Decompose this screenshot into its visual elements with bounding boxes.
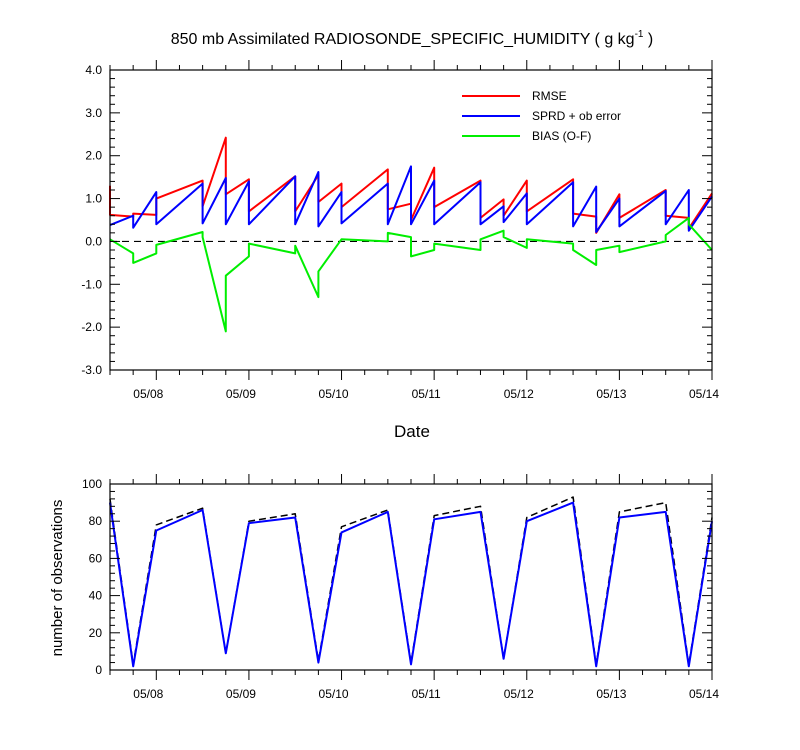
series-line-series-2 [109, 501, 713, 668]
y-tick-label: 0.0 [85, 234, 102, 248]
x-tick-label: 05/10 [319, 687, 349, 701]
bottom-y-tick-labels: 0 20 40 60 80 100 [82, 477, 102, 677]
x-tick-label: 05/12 [504, 387, 534, 401]
legend-label: SPRD + ob error [532, 109, 621, 123]
chart-title: 850 mb Assimilated RADIOSONDE_SPECIFIC_H… [171, 29, 654, 48]
y-tick-label: 0 [95, 663, 102, 677]
y-tick-label: 40 [89, 589, 103, 603]
x-tick-label: 05/10 [319, 387, 349, 401]
bottom-plot-frame [109, 483, 713, 671]
chart-title-main: 850 mb Assimilated RADIOSONDE_SPECIFIC_H… [171, 31, 635, 48]
series-line-series-1 [109, 496, 713, 666]
x-tick-label: 05/14 [689, 687, 719, 701]
x-tick-label: 05/13 [596, 687, 626, 701]
chart-title-exponent: -1 [635, 29, 644, 40]
bottom-ticks [109, 474, 713, 680]
y-tick-label: 60 [89, 551, 103, 565]
x-tick-label: 05/11 [412, 387, 441, 401]
y-tick-label: -1.0 [81, 277, 102, 291]
legend: RMSE SPRD + ob error BIAS (O-F) [462, 89, 621, 143]
y-tick-label: 100 [82, 477, 102, 491]
x-tick-label: 05/11 [412, 687, 441, 701]
x-tick-label: 05/09 [226, 387, 256, 401]
y-tick-label: 3.0 [85, 106, 102, 120]
x-tick-label: 05/14 [689, 387, 719, 401]
x-tick-label: 05/12 [504, 687, 534, 701]
y-tick-label: 2.0 [85, 149, 102, 163]
series-line-bias-o-f [109, 216, 713, 333]
y-tick-label: 80 [89, 514, 103, 528]
legend-label: RMSE [532, 89, 567, 103]
top-ticks [109, 60, 713, 380]
x-tick-label: 05/09 [226, 687, 256, 701]
series-line-sprd-ob-error [109, 165, 713, 233]
legend-label: BIAS (O-F) [532, 129, 591, 143]
bottom-x-tick-labels: 05/08 05/09 05/10 05/11 05/12 05/13 05/14 [133, 687, 719, 701]
y-tick-label: 20 [89, 626, 103, 640]
x-axis-title: Date [394, 422, 430, 441]
x-tick-label: 05/08 [133, 387, 163, 401]
x-tick-label: 05/13 [596, 387, 626, 401]
chart-title-suffix: ) [643, 31, 653, 48]
top-plot-frame [109, 69, 713, 371]
top-y-tick-labels: -3.0 -2.0 -1.0 0.0 1.0 2.0 3.0 4.0 [81, 63, 102, 377]
x-tick-label: 05/08 [133, 687, 163, 701]
bottom-series-group [109, 496, 713, 668]
y-tick-label: -2.0 [81, 320, 102, 334]
top-series-group [109, 136, 713, 333]
top-plot: -3.0-2.0-1.00.01.02.03.04.0 05/08 05/09 05… [81, 60, 719, 401]
y-axis-title-observations: number of observations [49, 500, 66, 657]
y-tick-label: 1.0 [85, 192, 102, 206]
y-tick-label: 4.0 [85, 63, 102, 77]
top-x-tick-labels: 05/08 05/09 05/10 05/11 05/12 05/13 05/14 [133, 387, 719, 401]
y-tick-label: -3.0 [81, 363, 102, 377]
